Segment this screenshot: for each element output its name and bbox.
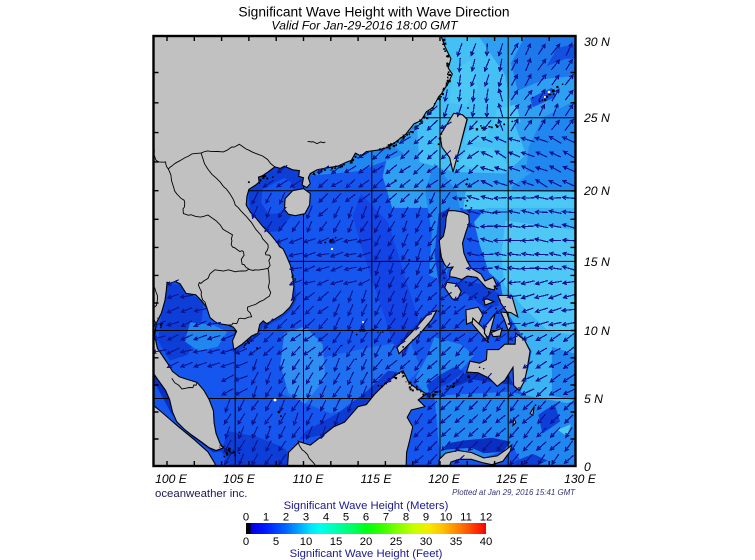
svg-text:3: 3 <box>303 512 309 524</box>
svg-text:20: 20 <box>360 536 373 548</box>
svg-text:5: 5 <box>343 512 349 524</box>
svg-text:10 N: 10 N <box>584 324 610 338</box>
svg-text:30 N: 30 N <box>584 35 610 49</box>
svg-text:12: 12 <box>480 512 493 524</box>
svg-text:7: 7 <box>383 512 389 524</box>
svg-text:40: 40 <box>480 536 493 548</box>
svg-text:5 N: 5 N <box>584 392 603 406</box>
svg-text:130 E: 130 E <box>564 472 597 486</box>
svg-text:15: 15 <box>330 536 343 548</box>
svg-text:Significant Wave Height (Meter: Significant Wave Height (Meters) <box>284 500 449 512</box>
svg-text:Plotted at Jan 29, 2016 15:41: Plotted at Jan 29, 2016 15:41 GMT <box>452 488 576 497</box>
svg-text:110 E: 110 E <box>293 472 325 486</box>
svg-text:Significant Wave Height (Feet): Significant Wave Height (Feet) <box>290 548 443 560</box>
svg-text:35: 35 <box>450 536 463 548</box>
svg-text:100 E: 100 E <box>155 472 188 486</box>
svg-text:25 N: 25 N <box>583 111 610 125</box>
svg-text:11: 11 <box>460 512 472 524</box>
svg-text:15 N: 15 N <box>584 255 610 269</box>
svg-text:115 E: 115 E <box>361 472 393 486</box>
svg-text:Significant Wave Height with W: Significant Wave Height with Wave Direct… <box>238 5 509 20</box>
svg-text:4: 4 <box>323 512 329 524</box>
svg-text:25: 25 <box>390 536 403 548</box>
svg-text:6: 6 <box>363 512 369 524</box>
svg-text:5: 5 <box>273 536 279 548</box>
svg-text:0: 0 <box>243 512 249 524</box>
svg-text:0: 0 <box>243 536 249 548</box>
svg-text:30: 30 <box>420 536 433 548</box>
svg-text:Valid For Jan-29-2016 18:00 GM: Valid For Jan-29-2016 18:00 GMT <box>271 19 459 33</box>
svg-text:125 E: 125 E <box>496 472 529 486</box>
svg-text:oceanweather inc.: oceanweather inc. <box>155 488 247 500</box>
svg-text:2: 2 <box>283 512 289 524</box>
svg-text:20 N: 20 N <box>583 184 610 198</box>
svg-text:10: 10 <box>440 512 453 524</box>
svg-text:105 E: 105 E <box>223 472 256 486</box>
svg-text:120 E: 120 E <box>428 472 461 486</box>
svg-text:9: 9 <box>423 512 429 524</box>
svg-text:0: 0 <box>584 460 591 474</box>
svg-text:1: 1 <box>263 512 269 524</box>
svg-text:8: 8 <box>403 512 409 524</box>
svg-text:10: 10 <box>300 536 313 548</box>
